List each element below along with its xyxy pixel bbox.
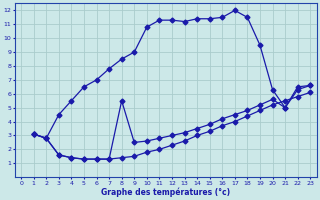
X-axis label: Graphe des températures (°c): Graphe des températures (°c) [101, 187, 230, 197]
